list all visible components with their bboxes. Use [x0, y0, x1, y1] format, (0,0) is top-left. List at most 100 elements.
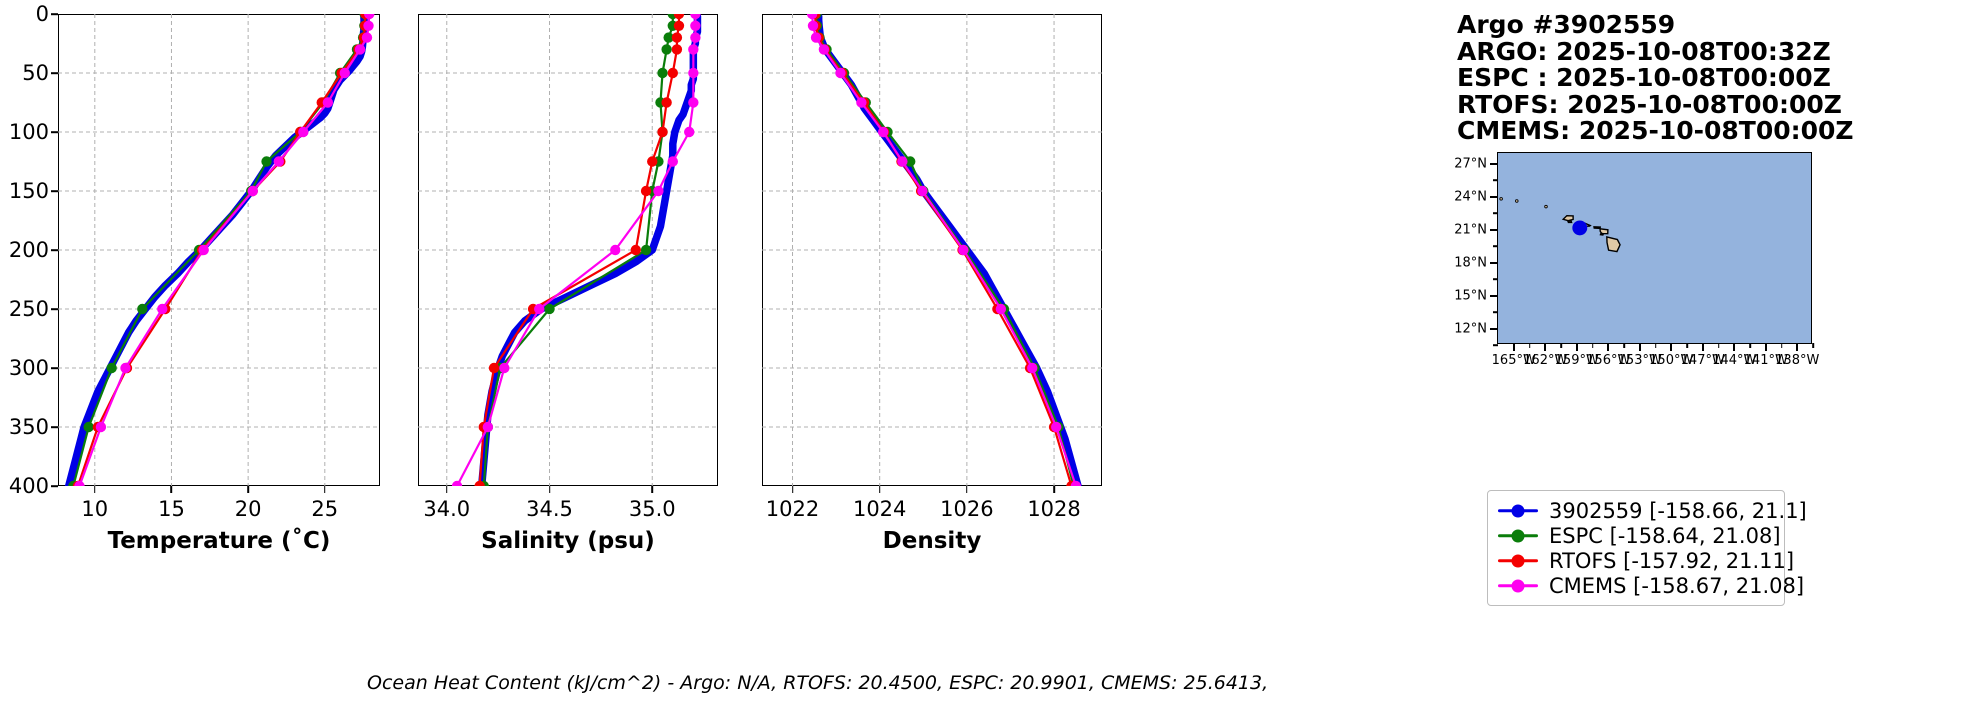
atoll-1	[1515, 199, 1519, 203]
panel-temperature: 10 15 20 25 0 50 100 150 200 250 300 350 400 Tempera…	[9, 2, 380, 554]
xtickmark	[966, 486, 968, 493]
map-xtickmark	[1575, 343, 1578, 351]
map-ytick-label: 24°N	[1454, 189, 1487, 205]
panel-salinity: 34.0 34.5 35.0 Salinity (psu)	[418, 14, 718, 554]
legend-label: 3902559 [-158.66, 21.1]	[1549, 498, 1807, 523]
xtick-label: 1026	[940, 497, 994, 521]
xtick-label: 1024	[852, 497, 907, 521]
map-ytickmark-minor	[1493, 179, 1498, 182]
ytickmark	[51, 249, 58, 251]
xtickmark	[1053, 486, 1055, 493]
xtickmark	[324, 486, 326, 493]
legend-item-cmems[interactable]: CMEMS [-158.67, 21.08]	[1498, 573, 1804, 598]
map-ytickmark	[1490, 327, 1498, 330]
xtick-label: 20	[234, 497, 262, 521]
xtick-label: 1028	[1027, 497, 1081, 521]
xtick-label: 34.5	[526, 497, 573, 521]
legend-label: ESPC [-158.64, 21.08]	[1549, 523, 1781, 548]
map-ytickmark-minor	[1493, 245, 1498, 248]
map-xtickmark	[1607, 343, 1610, 351]
xlabel-temperature: Temperature (˚C)	[107, 528, 331, 554]
legend-swatch-icon	[1498, 504, 1538, 518]
legend-marker-dot	[1511, 579, 1525, 592]
legend-label: CMEMS [-158.67, 21.08]	[1549, 573, 1805, 598]
island-6	[1606, 236, 1621, 253]
ytick-label: 0	[35, 2, 49, 26]
map-ytickmark	[1490, 162, 1498, 165]
ytickmark	[51, 308, 58, 310]
panel-density: 1022 1024 1026 1028 Density	[762, 14, 1102, 554]
legend-swatch-icon	[1498, 529, 1538, 543]
argo-header-text: Argo #3902559 ARGO: 2025-10-08T00:32Z ESPC…	[1457, 11, 1854, 145]
xtickmark	[878, 486, 881, 493]
island-1	[1566, 220, 1573, 224]
map-xtickmark	[1701, 343, 1704, 351]
location-map[interactable]: 165°W 162°W 159°W 156°W 153°W 150°W 147°W 144°W…	[1454, 152, 1819, 368]
map-xtickmark-minor	[1528, 343, 1531, 348]
map-xtickmark-minor	[1749, 343, 1751, 348]
header-line-2: ESPC : 2025-10-08T00:00Z	[1457, 63, 1831, 92]
map-xtick-label: 138°W	[1775, 353, 1820, 368]
legend-label: RTOFS [-157.92, 21.11]	[1549, 548, 1795, 573]
ytick-label: 150	[8, 179, 49, 203]
float-position-marker	[1572, 220, 1588, 236]
map-ytickmark	[1490, 261, 1498, 264]
map-ytickmark	[1490, 195, 1498, 198]
legend-marker-dot	[1511, 529, 1525, 542]
xtick-label: 34.0	[423, 497, 471, 521]
legend-marker-dot	[1511, 504, 1525, 517]
map-xtickmark-minor	[1686, 343, 1688, 348]
legend-item-espc[interactable]: ESPC [-158.64, 21.08]	[1498, 523, 1781, 548]
xtickmark	[247, 486, 249, 493]
ytick-label: 400	[8, 474, 49, 498]
map-ytickmark	[1490, 294, 1498, 297]
ytickmark	[51, 131, 58, 133]
map-xtickmark-minor	[1591, 343, 1594, 348]
plot-density	[762, 14, 1102, 486]
map-xtickmark	[1512, 343, 1515, 351]
ytick-label: 250	[8, 297, 49, 321]
map-ytickmark-minor	[1493, 278, 1498, 280]
map-ytick-label: 18°N	[1454, 255, 1487, 271]
map-ytickmark-minor	[1493, 344, 1498, 346]
ytick-label: 100	[8, 120, 49, 144]
legend-item-3902559[interactable]: 3902559 [-158.66, 21.1]	[1498, 498, 1807, 523]
legend-item-rtofs[interactable]: RTOFS [-157.92, 21.11]	[1498, 548, 1794, 573]
xtick-label: 10	[81, 497, 109, 521]
header-line-3: RTOFS: 2025-10-08T00:00Z	[1457, 89, 1842, 119]
map-xtickmark	[1544, 343, 1547, 351]
ocean-heat-content-caption: Ocean Heat Content (kJ/cm^2) - Argo: N/A…	[367, 672, 1269, 694]
map-xtickmark	[1733, 343, 1736, 351]
series-legend: 3902559 [-158.66, 21.1] ESPC [-158.64, 21…	[1487, 490, 1807, 606]
ytickmark	[51, 485, 58, 487]
ytickmark	[51, 190, 58, 192]
map-ytickmark	[1490, 228, 1498, 231]
map-xtick-label: 156°W	[1586, 353, 1631, 368]
ytick-label: 50	[22, 61, 49, 85]
map-xtick-label: 147°W	[1680, 353, 1725, 368]
ytick-label: 350	[8, 415, 49, 439]
ytickmark	[51, 72, 58, 74]
xtick-label: 25	[311, 497, 339, 521]
map-xtickmark	[1670, 343, 1673, 351]
map-xtickmark-minor	[1623, 343, 1625, 348]
map-canvas	[1499, 197, 1621, 253]
legend-swatch-icon	[1498, 579, 1538, 593]
atoll-2	[1499, 197, 1503, 201]
map-xtickmark-minor	[1780, 343, 1783, 348]
header-line-1: ARGO: 2025-10-08T00:32Z	[1457, 36, 1831, 66]
xtickmark	[445, 486, 448, 493]
map-xtickmark	[1764, 343, 1767, 351]
xlabel-salinity: Salinity (psu)	[481, 528, 655, 554]
map-xtickmark-minor	[1654, 343, 1657, 348]
map-xtick-label: 165°W	[1491, 353, 1536, 368]
map-xtickmark-minor	[1812, 343, 1814, 348]
island-4	[1599, 227, 1609, 235]
xtickmark	[94, 486, 96, 493]
ytickmark	[51, 13, 58, 15]
atoll-0	[1544, 204, 1548, 209]
header-line-4: CMEMS: 2025-10-08T00:00Z	[1457, 116, 1854, 145]
xtickmark	[791, 486, 794, 493]
map-xtick-label: 141°W	[1743, 353, 1788, 368]
